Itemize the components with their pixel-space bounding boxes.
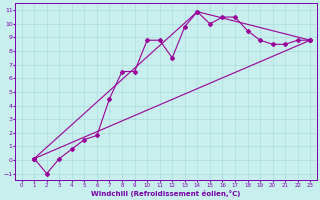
X-axis label: Windchill (Refroidissement éolien,°C): Windchill (Refroidissement éolien,°C) xyxy=(91,190,241,197)
